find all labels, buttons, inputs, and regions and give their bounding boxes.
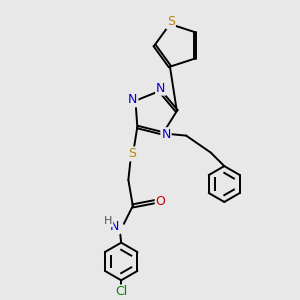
Text: S: S	[128, 147, 136, 161]
Text: H: H	[104, 216, 112, 226]
Text: N: N	[156, 82, 166, 95]
Text: N: N	[128, 93, 137, 106]
Text: N: N	[161, 128, 171, 141]
Text: Cl: Cl	[115, 286, 127, 298]
Text: O: O	[156, 195, 166, 208]
Text: S: S	[167, 15, 175, 28]
Text: N: N	[110, 220, 119, 233]
